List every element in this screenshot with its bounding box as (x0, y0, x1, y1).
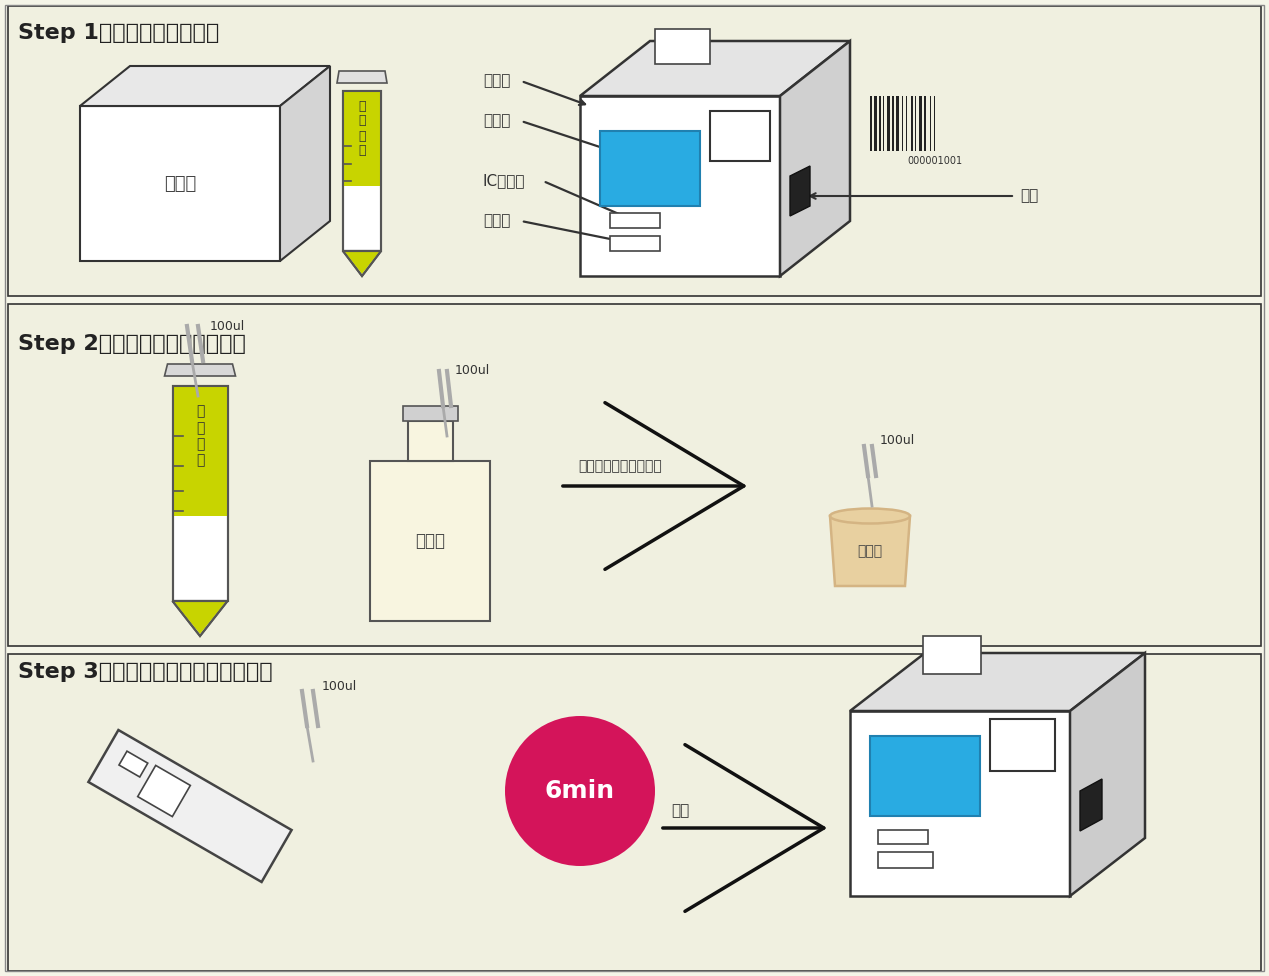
Text: 试剂盒: 试剂盒 (164, 175, 197, 192)
FancyBboxPatch shape (610, 236, 660, 251)
FancyBboxPatch shape (871, 96, 872, 151)
FancyBboxPatch shape (892, 96, 893, 151)
Text: 显示屏: 显示屏 (483, 113, 510, 129)
Polygon shape (780, 41, 850, 276)
Polygon shape (165, 364, 236, 376)
Polygon shape (850, 711, 1070, 896)
Ellipse shape (830, 508, 910, 523)
Text: 扫码: 扫码 (1020, 188, 1038, 204)
Text: 插卡口: 插卡口 (483, 214, 510, 228)
Text: 待
检
样
品: 待 检 样 品 (358, 100, 365, 157)
Polygon shape (119, 752, 147, 777)
FancyBboxPatch shape (8, 304, 1261, 646)
Text: Step 3：加样，读数，打印检测报告: Step 3：加样，读数，打印检测报告 (18, 662, 273, 682)
FancyBboxPatch shape (896, 96, 898, 151)
Text: 加入样品杯，吸打混匀: 加入样品杯，吸打混匀 (579, 459, 662, 473)
Polygon shape (343, 251, 381, 276)
Polygon shape (1070, 653, 1145, 896)
FancyBboxPatch shape (871, 736, 980, 816)
Text: 待
检
样
品: 待 检 样 品 (195, 405, 204, 468)
FancyBboxPatch shape (8, 654, 1261, 971)
Polygon shape (850, 653, 1145, 711)
Text: 100ul: 100ul (209, 319, 245, 333)
Polygon shape (580, 96, 780, 276)
Polygon shape (580, 41, 850, 96)
Polygon shape (280, 66, 330, 261)
Circle shape (505, 716, 655, 866)
Polygon shape (80, 66, 330, 106)
FancyBboxPatch shape (174, 387, 226, 516)
Text: 样品杯: 样品杯 (858, 544, 882, 558)
FancyBboxPatch shape (173, 386, 227, 601)
FancyBboxPatch shape (610, 213, 660, 228)
FancyBboxPatch shape (879, 96, 881, 151)
Polygon shape (791, 166, 810, 216)
Polygon shape (338, 71, 387, 83)
Polygon shape (344, 251, 379, 274)
Polygon shape (89, 730, 292, 882)
Polygon shape (138, 765, 190, 817)
Text: 100ul: 100ul (322, 679, 358, 693)
FancyBboxPatch shape (924, 96, 926, 151)
Text: 打印机: 打印机 (483, 73, 510, 89)
FancyBboxPatch shape (709, 111, 770, 161)
Text: IC卡插口: IC卡插口 (483, 174, 525, 188)
Text: 000001001: 000001001 (907, 156, 963, 166)
Text: 读数: 读数 (671, 803, 689, 819)
FancyBboxPatch shape (911, 96, 912, 151)
FancyBboxPatch shape (990, 719, 1055, 771)
FancyBboxPatch shape (344, 92, 379, 186)
Polygon shape (174, 601, 226, 634)
FancyBboxPatch shape (343, 91, 381, 251)
FancyBboxPatch shape (878, 852, 933, 868)
FancyBboxPatch shape (8, 6, 1261, 296)
FancyBboxPatch shape (874, 96, 877, 151)
FancyBboxPatch shape (923, 636, 981, 674)
FancyBboxPatch shape (887, 96, 890, 151)
Polygon shape (1080, 779, 1101, 831)
FancyBboxPatch shape (600, 131, 700, 206)
Text: 6min: 6min (544, 779, 615, 803)
FancyBboxPatch shape (407, 421, 453, 461)
Text: 100ul: 100ul (456, 364, 490, 378)
FancyBboxPatch shape (655, 28, 709, 63)
FancyBboxPatch shape (371, 461, 490, 621)
Polygon shape (173, 601, 227, 636)
Text: Step 1：回温、开机、扫码: Step 1：回温、开机、扫码 (18, 23, 220, 43)
Polygon shape (830, 516, 910, 586)
Text: Step 2：取样、加稀释液，混匀: Step 2：取样、加稀释液，混匀 (18, 334, 246, 354)
Text: 稀释液: 稀释液 (415, 532, 445, 550)
FancyBboxPatch shape (919, 96, 923, 151)
Text: 100ul: 100ul (879, 434, 915, 448)
Polygon shape (80, 106, 280, 261)
FancyBboxPatch shape (402, 406, 458, 421)
FancyBboxPatch shape (878, 830, 928, 844)
